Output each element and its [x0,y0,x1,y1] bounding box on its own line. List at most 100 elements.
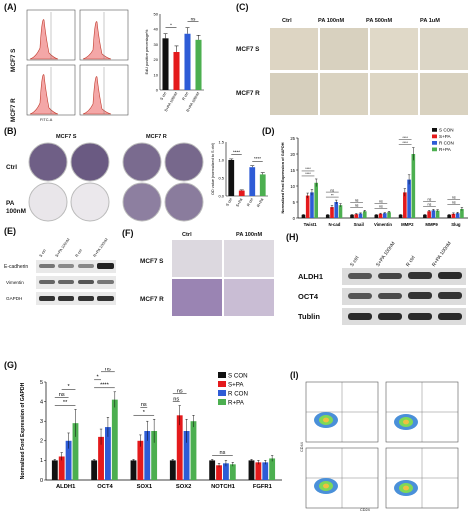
facs-plot-s-pa [79,9,129,61]
chart-d-sig-label: ** [331,193,334,197]
chart-b-x-tick: R+PA [256,197,265,208]
chart-g-x-tick: FGFR1 [253,484,273,490]
chart-a-x-tick: S ctrl [160,91,168,101]
chart-d-legend-label: R CON [439,141,454,146]
chart-d-sig-label: **** [402,136,408,140]
chart-a-y-tick: 30 [154,42,159,47]
chart-d-bar [325,214,330,218]
micrograph-c [420,73,468,115]
chart-g-bar [269,458,276,480]
chart-g-legend-label: R+PA [228,400,245,407]
chart-g-bar [51,460,58,480]
chart-g-sig-label: * [143,410,146,416]
chart-d-legend-swatch [432,128,437,132]
chart-g-bar [229,464,236,480]
chart-d-bar [314,182,319,218]
chart-g-sig-label: ns [173,396,179,402]
panel-b-row-pa: PA 100nM [6,200,26,215]
chart-d-bar [435,210,440,218]
chart-g-sig-label: ns [141,402,147,408]
micrograph-f [224,240,274,277]
chart-d-sig-label: ns [452,196,456,200]
chart-b-bar [228,160,235,196]
facs-plot-r-pa [79,64,129,116]
chart-b-y-tick: 1.0 [218,158,224,163]
chart-b-y-tick: 1.5 [218,140,224,145]
facs-quadrant-r-pa [385,447,459,509]
panel-c-col-2: PA 100nM [318,18,345,24]
chart-g-bar [209,460,216,480]
micrograph-c [370,28,418,70]
chart-g-bar [183,431,190,480]
chart-d-sig-label: **** [305,172,311,176]
chart-g-y-tick: 2 [40,439,43,445]
chart-a-y-tick: 50 [154,12,159,17]
chart-d-legend-swatch [432,134,437,139]
panel-c-col-4: PA 1uM [420,18,440,24]
chart-d-legend-label: S+PA [439,134,451,139]
chart-g-bar [223,463,229,480]
chart-g-bar [105,427,111,480]
chart-a-bar [184,33,191,90]
chart-d-bar [310,192,314,218]
chart-b-y-label: OD value (normalized to S ctrl) [211,142,215,195]
chart-d-bar [387,212,391,218]
micrograph-f [172,279,222,316]
chart-g-bar [58,456,65,480]
blot-e [36,260,116,305]
chart-g-y-label: Normalized Ford Expression of GAPDH [20,382,26,479]
micrograph-c [420,28,468,70]
chart-d-y-tick: 20 [290,152,295,157]
chart-b-x-tick: S+PA [235,197,243,208]
chart-g-bar [248,460,255,480]
chart-a-sig-label: ns [191,16,197,21]
chart-g-bar [91,460,98,480]
chart-a-bar [173,52,180,90]
blot-e-label-3: GAPDH [6,296,23,301]
chart-g-y-tick: 5 [40,380,43,386]
chart-g-bar [98,436,104,480]
micrograph-c [370,73,418,115]
chart-d-bar [374,214,379,218]
chart-g-bar [255,462,262,480]
panel-f-row-2: MCF7 R [140,296,164,303]
facs-quadrant-s-ctrl [305,381,379,443]
chart-a-y-tick: 40 [154,27,159,32]
panel-b-label: (B) [4,126,17,136]
chart-g-sig-label: ns [177,388,183,394]
chart-d-x-tick: MMP9 [425,222,438,227]
chart-d-sig-label: **** [402,141,408,145]
chart-d-bar [455,213,460,218]
chart-g-stemness: 0 1 2 3 4 5 Normalized Ford Expression of GAPD… [20,368,282,490]
chart-b-sig-label: **** [254,156,261,161]
chart-b-y-tick: 0.0 [218,194,224,199]
chart-d-y-tick: 10 [290,184,295,189]
facs-histograms [26,9,129,116]
chart-g-sig-label: * [67,384,70,390]
chart-d-sig-label: ns [428,203,432,207]
micrograph-f [172,240,222,277]
chart-g-y-tick: 0 [40,478,43,484]
panel-a-row-s: MCF7 S [10,48,17,72]
blot-e-col-2: S+PA 100nM [54,237,71,258]
chart-g-y-tick: 1 [40,458,43,464]
chart-d-legend-swatch [432,141,437,145]
chart-a-x-tick: R ctrl [181,91,189,101]
chart-d-x-tick: Vimentin [374,222,392,227]
chart-d-bar [362,211,367,218]
chart-b-y-tick: 0.5 [218,176,224,181]
chart-d-legend-label: R+PA [439,147,452,152]
chart-d-y-tick: 15 [290,168,295,173]
chart-g-y-tick: 3 [40,419,43,425]
chart-d-bar [378,213,383,218]
blot-h-label-2: OCT4 [298,292,319,301]
chart-g-sig-label: ns [59,392,65,398]
chart-d-sig-label: ns [330,188,334,192]
chart-a-bar [162,38,169,90]
chart-g-x-tick: NOTCH1 [211,484,236,490]
chart-d-bar [334,202,339,218]
chart-g-sig-label: ns [219,450,225,456]
chart-g-bar [111,399,118,480]
chart-d-sig-label: ns [452,201,456,205]
chart-d-emt: 0 5 10 15 20 25 Normalized Ford Expression of … [281,128,468,227]
